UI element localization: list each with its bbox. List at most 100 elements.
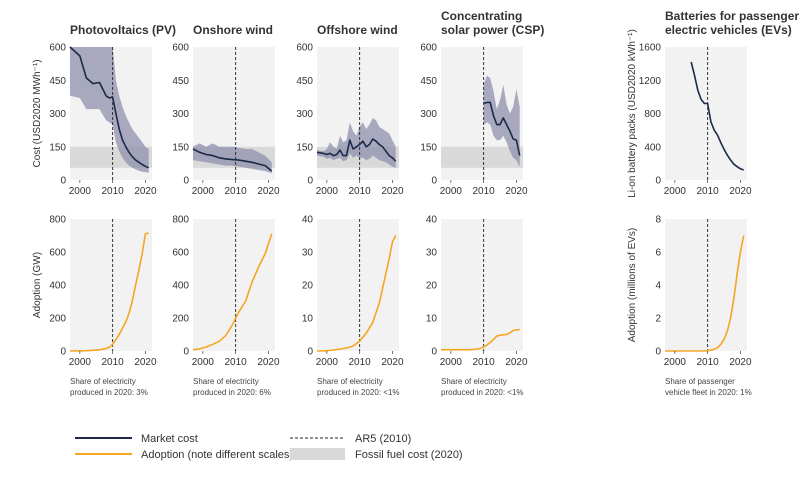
y-tick-label: 0 <box>431 176 437 187</box>
y-tick-label: 150 <box>49 142 66 153</box>
x-tick-label: 2020 <box>381 186 404 197</box>
panel-title: electric vehicles (EVs) <box>665 23 792 37</box>
y-tick-label: 300 <box>49 109 66 120</box>
panel-title: Concentrating <box>441 9 522 23</box>
plot-area <box>193 219 275 351</box>
x-tick-label: 2020 <box>729 186 752 197</box>
x-tick-label: 2010 <box>473 186 496 197</box>
x-tick-label: 2020 <box>134 357 157 368</box>
x-tick-label: 2000 <box>440 186 463 197</box>
x-tick-label: 2000 <box>316 186 339 197</box>
x-tick-label: 2020 <box>257 186 280 197</box>
chart-panel-3: 0 150 300 450 600 2000 2010 2020 Offshore wind <box>296 23 404 197</box>
y-tick-label: 600 <box>172 248 189 259</box>
share-note: produced in 2020: 6% <box>193 388 271 397</box>
y-tick-label: 600 <box>49 43 66 54</box>
chart-panel-6: 0 200 400 600 800 2000 2010 2020 Adoption (GW) Sh… <box>32 215 157 398</box>
y-tick-label: 30 <box>302 248 314 259</box>
x-tick-label: 2000 <box>664 357 687 368</box>
share-note: produced in 2020: <1% <box>441 388 524 397</box>
y-axis-label: Adoption (GW) <box>32 252 43 318</box>
share-note: Share of electricity <box>441 377 507 386</box>
chart-panel-4: 0 150 300 450 600 2000 2010 2020 Concentratingso… <box>420 9 544 197</box>
adoption-line <box>69 232 149 352</box>
y-tick-label: 20 <box>426 281 438 292</box>
panel-title: Offshore wind <box>317 23 398 37</box>
cost-range-band <box>193 143 272 174</box>
y-tick-label: 400 <box>49 281 66 292</box>
cost-range-band <box>70 47 149 173</box>
chart-panel-8: 0 10 20 30 40 2000 2010 2020 Share of electricit… <box>302 215 404 398</box>
x-tick-label: 2020 <box>729 357 752 368</box>
y-tick-label: 1600 <box>639 43 662 54</box>
x-tick-label: 2020 <box>505 186 528 197</box>
y-tick-label: 200 <box>172 314 189 325</box>
y-tick-label: 10 <box>426 314 438 325</box>
plot-area <box>665 219 747 351</box>
y-tick-label: 450 <box>172 76 189 87</box>
plot-area <box>441 219 523 351</box>
x-tick-label: 2010 <box>225 186 248 197</box>
adoption-line <box>316 235 397 352</box>
x-tick-label: 2010 <box>102 357 125 368</box>
y-tick-label: 400 <box>172 281 189 292</box>
y-tick-label: 800 <box>49 215 66 226</box>
chart-panel-1: 0 150 300 450 600 2000 2010 2020 Photovoltaics (… <box>32 23 176 197</box>
y-tick-label: 800 <box>644 109 661 120</box>
y-tick-label: 150 <box>296 142 313 153</box>
x-tick-label: 2020 <box>505 357 528 368</box>
legend: Market cost Adoption (note different scal… <box>75 433 463 461</box>
y-tick-label: 40 <box>426 215 438 226</box>
plot-area <box>70 219 152 351</box>
y-tick-label: 2 <box>655 314 661 325</box>
market-cost-line <box>192 148 273 172</box>
legend-fossil-label: Fossil fuel cost (2020) <box>355 449 463 461</box>
y-tick-label: 0 <box>431 347 437 358</box>
x-tick-label: 2010 <box>349 186 372 197</box>
chart-panel-10: 0 2 4 6 8 2000 2010 2020 Adoption (millions of E… <box>627 215 752 398</box>
y-tick-label: 0 <box>60 347 66 358</box>
x-tick-label: 2000 <box>664 186 687 197</box>
share-note: vehicle fleet in 2020: 1% <box>665 388 752 397</box>
x-tick-label: 2010 <box>697 357 720 368</box>
y-tick-label: 0 <box>307 176 313 187</box>
x-tick-label: 2000 <box>440 357 463 368</box>
panel-title: solar power (CSP) <box>441 23 544 37</box>
y-tick-label: 0 <box>60 176 66 187</box>
y-tick-label: 450 <box>296 76 313 87</box>
y-tick-label: 600 <box>296 43 313 54</box>
y-tick-label: 30 <box>426 248 438 259</box>
market-cost-line <box>690 61 744 171</box>
chart-panel-2: 0 150 300 450 600 2000 2010 2020 Onshore wind <box>172 23 280 197</box>
share-note: Share of electricity <box>317 377 383 386</box>
x-tick-label: 2020 <box>381 357 404 368</box>
y-tick-label: 300 <box>296 109 313 120</box>
plot-area <box>317 219 399 351</box>
share-note: produced in 2020: 3% <box>70 388 148 397</box>
panel-title: Batteries for passenger <box>665 9 799 23</box>
y-tick-label: 150 <box>172 142 189 153</box>
market-cost-line <box>69 46 150 169</box>
chart-panel-9: 0 10 20 30 40 2000 2010 2020 Share of electricit… <box>426 215 528 398</box>
x-tick-label: 2010 <box>697 186 720 197</box>
y-tick-label: 300 <box>420 109 437 120</box>
x-tick-label: 2000 <box>192 186 215 197</box>
chart-panel-5: 0 400 800 1200 1600 2000 2010 2020 Batteries for… <box>627 9 799 198</box>
market-cost-line <box>483 101 521 156</box>
legend-fossil-swatch <box>290 448 345 460</box>
y-tick-label: 0 <box>183 347 189 358</box>
y-axis-label: Li-on battery packs (USD2020 kWh⁻¹) <box>627 29 638 198</box>
share-note: Share of electricity <box>193 377 259 386</box>
share-note: produced in 2020: <1% <box>317 388 400 397</box>
y-tick-label: 600 <box>420 43 437 54</box>
y-tick-label: 4 <box>655 281 661 292</box>
x-tick-label: 2000 <box>69 357 92 368</box>
y-tick-label: 1200 <box>639 76 662 87</box>
y-tick-label: 10 <box>302 314 314 325</box>
y-tick-label: 0 <box>655 176 661 187</box>
y-axis-label: Adoption (millions of EVs) <box>627 228 638 343</box>
x-tick-label: 2010 <box>225 357 248 368</box>
y-tick-label: 8 <box>655 215 661 226</box>
